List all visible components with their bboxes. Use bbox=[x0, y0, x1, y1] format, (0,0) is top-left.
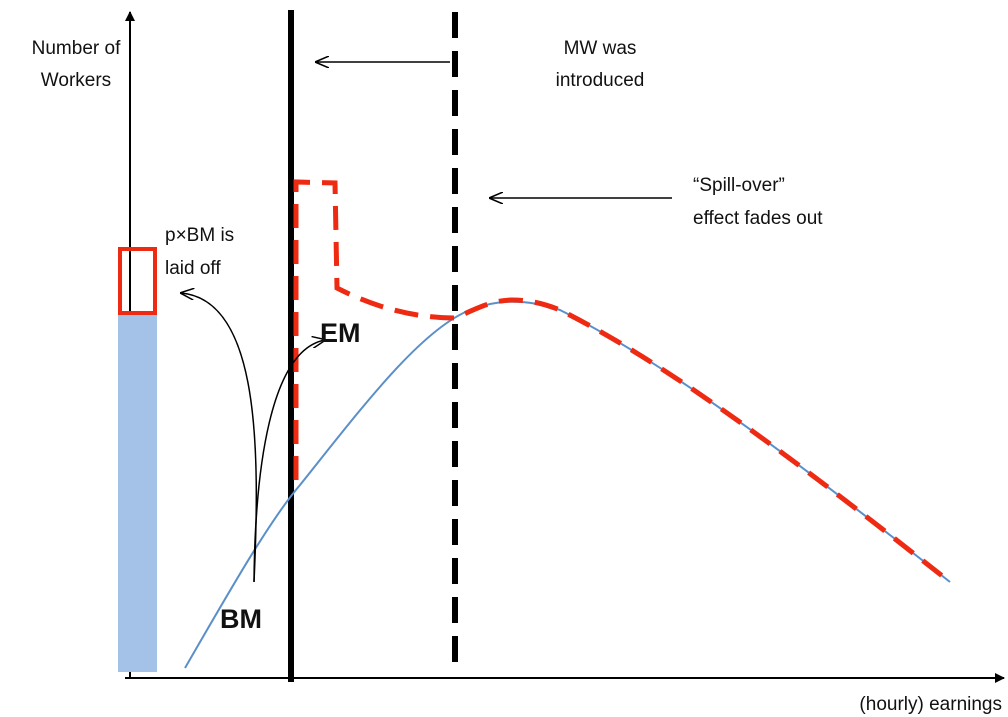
bm-label: BM bbox=[220, 604, 262, 634]
wage-distribution bbox=[184, 300, 951, 669]
arrow bbox=[253, 340, 325, 583]
x-axis-label: (hourly) earnings bbox=[859, 694, 1002, 715]
annotation: p×BM is bbox=[165, 225, 234, 246]
em-label: EM bbox=[320, 318, 361, 348]
laid-off-box bbox=[118, 247, 157, 315]
new-distribution bbox=[293, 179, 952, 584]
annotation: effect fades out bbox=[693, 208, 823, 229]
annotation: laid off bbox=[165, 258, 221, 279]
y-axis-label: Workers bbox=[41, 70, 111, 91]
bunching-bar bbox=[118, 313, 157, 672]
arrow bbox=[181, 293, 258, 583]
annotation: introduced bbox=[556, 70, 645, 91]
annotation: “Spill-over” bbox=[693, 175, 785, 196]
annotation: MW was bbox=[564, 38, 637, 59]
y-axis-label: Number of bbox=[32, 38, 121, 59]
